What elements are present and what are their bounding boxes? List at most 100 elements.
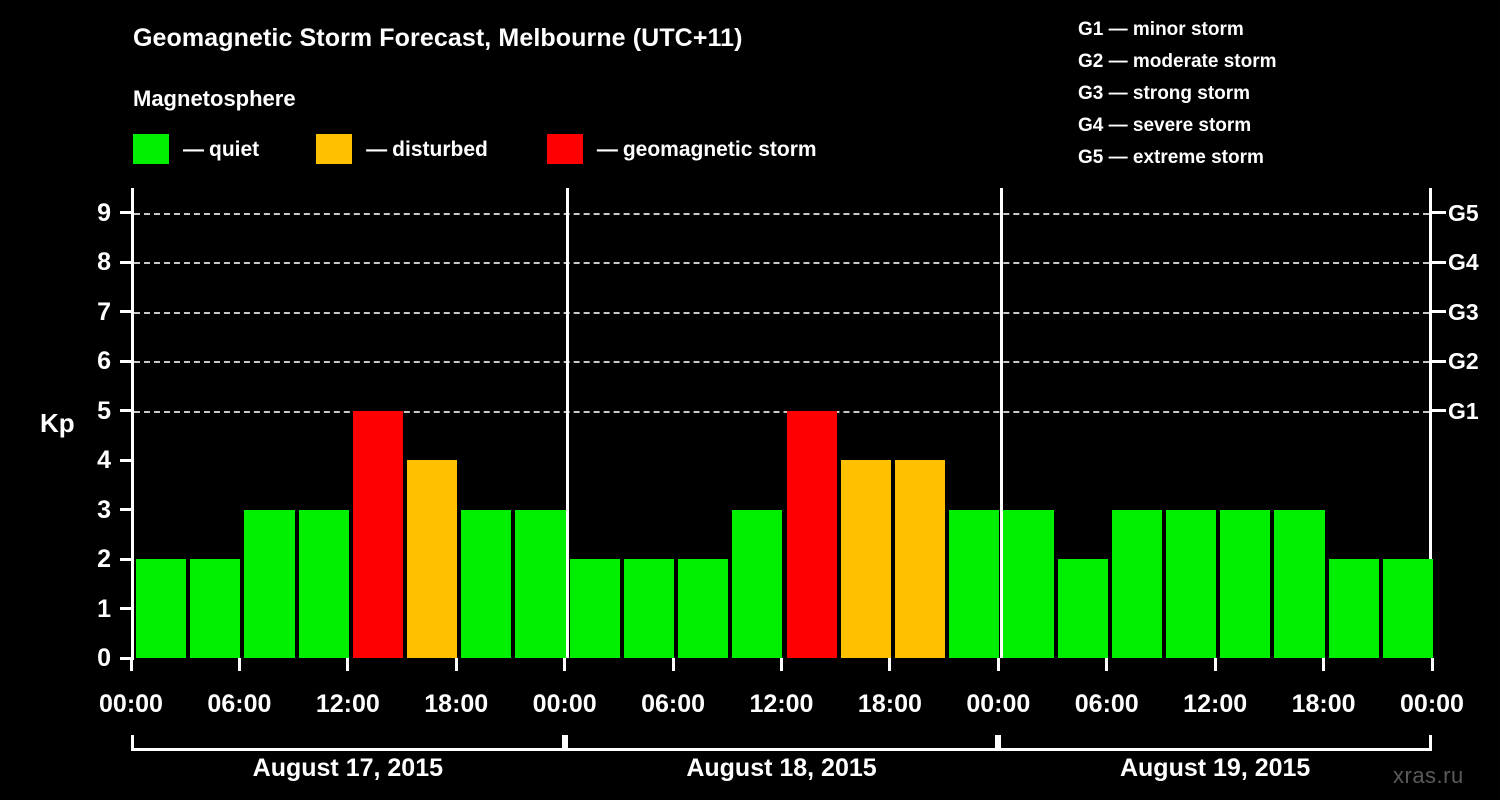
y-tick-label: 0 xyxy=(97,644,111,672)
date-bracket xyxy=(998,735,1432,751)
x-tick-mark xyxy=(237,658,241,671)
x-tick-label: 06:00 xyxy=(207,690,272,718)
legend: — quiet — disturbed — geomagnetic storm xyxy=(133,134,817,164)
bar xyxy=(1328,559,1379,658)
legend-item-disturbed: — disturbed xyxy=(316,134,488,164)
bar xyxy=(461,509,512,658)
day-separators xyxy=(134,188,1429,658)
gridline xyxy=(134,361,1429,364)
x-tick-label: 00:00 xyxy=(966,690,1031,718)
bar xyxy=(623,559,675,658)
x-tick-label: 00:00 xyxy=(1400,690,1464,718)
bar xyxy=(515,509,566,658)
legend-heading: Magnetosphere xyxy=(133,86,296,111)
y-tick-label: 4 xyxy=(97,446,111,475)
date-label: August 19, 2015 xyxy=(1119,754,1311,782)
x-tick-label: 00:00 xyxy=(99,690,163,718)
bar xyxy=(569,559,620,658)
date-bracket xyxy=(131,735,565,751)
bar xyxy=(1220,509,1271,658)
bar xyxy=(1111,509,1162,658)
legend-item-quiet: — quiet xyxy=(133,134,259,164)
bars-container xyxy=(134,188,1433,658)
y-tick-mark xyxy=(120,508,134,512)
storm-scale-legend: G1 — minor storm G2 — moderate storm G3 … xyxy=(1078,14,1277,174)
g-tick-label: G2 xyxy=(1448,348,1479,375)
y-tick-mark xyxy=(120,656,134,660)
bar xyxy=(352,410,404,658)
x-tick-label: 06:00 xyxy=(641,690,706,718)
bar xyxy=(1382,559,1433,658)
bar xyxy=(732,509,783,658)
y-tick-mark xyxy=(120,557,134,561)
gridlines xyxy=(134,188,1429,658)
x-tick-label: 18:00 xyxy=(857,690,922,718)
x-tick-label: 12:00 xyxy=(1183,690,1248,718)
legend-label-disturbed: disturbed xyxy=(392,137,488,161)
x-tick-mark xyxy=(1105,658,1109,671)
y-tick-mark xyxy=(120,458,134,462)
gridline xyxy=(134,212,1429,215)
x-tick-mark xyxy=(1430,658,1434,671)
bar xyxy=(407,460,458,658)
bar xyxy=(1003,509,1054,658)
g-tick-label: G5 xyxy=(1448,199,1479,226)
x-tick-label: 06:00 xyxy=(1074,690,1139,718)
y-tick-mark xyxy=(120,260,134,264)
x-tick-mark xyxy=(1322,658,1326,671)
x-tick-label: 18:00 xyxy=(424,690,489,718)
legend-label-quiet: quiet xyxy=(209,137,260,161)
storm-scale-g2: G2 — moderate storm xyxy=(1078,51,1277,72)
bar xyxy=(1165,509,1217,658)
x-tick-mark xyxy=(129,658,133,671)
x-tick-label: 12:00 xyxy=(749,690,814,718)
x-tick-mark xyxy=(996,658,1000,671)
legend-label-geomagnetic-storm: geomagnetic storm xyxy=(622,137,817,161)
bar xyxy=(298,509,349,658)
y-tick-label: 1 xyxy=(97,594,111,623)
gridline xyxy=(134,410,1429,413)
g-tick-mark xyxy=(1432,310,1446,314)
x-tick-mark xyxy=(454,658,458,671)
storm-scale-g4: G4 — severe storm xyxy=(1078,115,1252,136)
date-label: August 17, 2015 xyxy=(252,754,444,782)
y-tick-label: 5 xyxy=(97,396,111,425)
bar xyxy=(1274,509,1325,658)
y-tick-mark xyxy=(120,310,134,314)
x-tick-mark xyxy=(671,658,675,671)
legend-dash: — xyxy=(596,137,618,161)
date-label: August 18, 2015 xyxy=(686,754,877,782)
g-tick-label: G1 xyxy=(1448,397,1479,424)
g-tick-mark xyxy=(1432,260,1446,264)
x-tick-mark xyxy=(888,658,892,671)
y-tick-label: 2 xyxy=(97,545,111,574)
day-separator xyxy=(566,188,570,658)
y-tick-mark xyxy=(120,359,134,363)
bar xyxy=(1057,559,1108,658)
bar xyxy=(786,410,837,658)
gridline xyxy=(134,311,1429,314)
x-tick-label: 00:00 xyxy=(532,690,597,718)
y-tick-label: 9 xyxy=(97,198,111,227)
x-tick-label: 12:00 xyxy=(315,690,380,718)
x-tick-mark xyxy=(780,658,783,671)
x-tick-mark xyxy=(346,658,350,671)
y-tick-mark xyxy=(120,409,134,413)
y-tick-label: 6 xyxy=(97,347,111,376)
bar xyxy=(190,559,241,658)
storm-scale-g3: G3 — strong storm xyxy=(1078,83,1251,104)
watermark: xras.ru xyxy=(1393,763,1464,788)
legend-swatch-quiet xyxy=(133,134,169,164)
g-tick-mark xyxy=(1432,409,1446,413)
legend-dash: — xyxy=(366,137,388,161)
storm-scale-g5: G5 — extreme storm xyxy=(1078,147,1264,168)
g-tick-label: G3 xyxy=(1448,298,1479,325)
page-title: Geomagnetic Storm Forecast, Melbourne (U… xyxy=(133,24,743,52)
legend-swatch-geomagnetic-storm xyxy=(546,134,583,164)
bar xyxy=(678,559,729,658)
legend-swatch-disturbed xyxy=(316,134,353,164)
bar xyxy=(840,460,891,658)
y-tick-label: 3 xyxy=(97,495,111,524)
bar xyxy=(894,460,946,658)
y-tick-label: 7 xyxy=(97,297,111,326)
